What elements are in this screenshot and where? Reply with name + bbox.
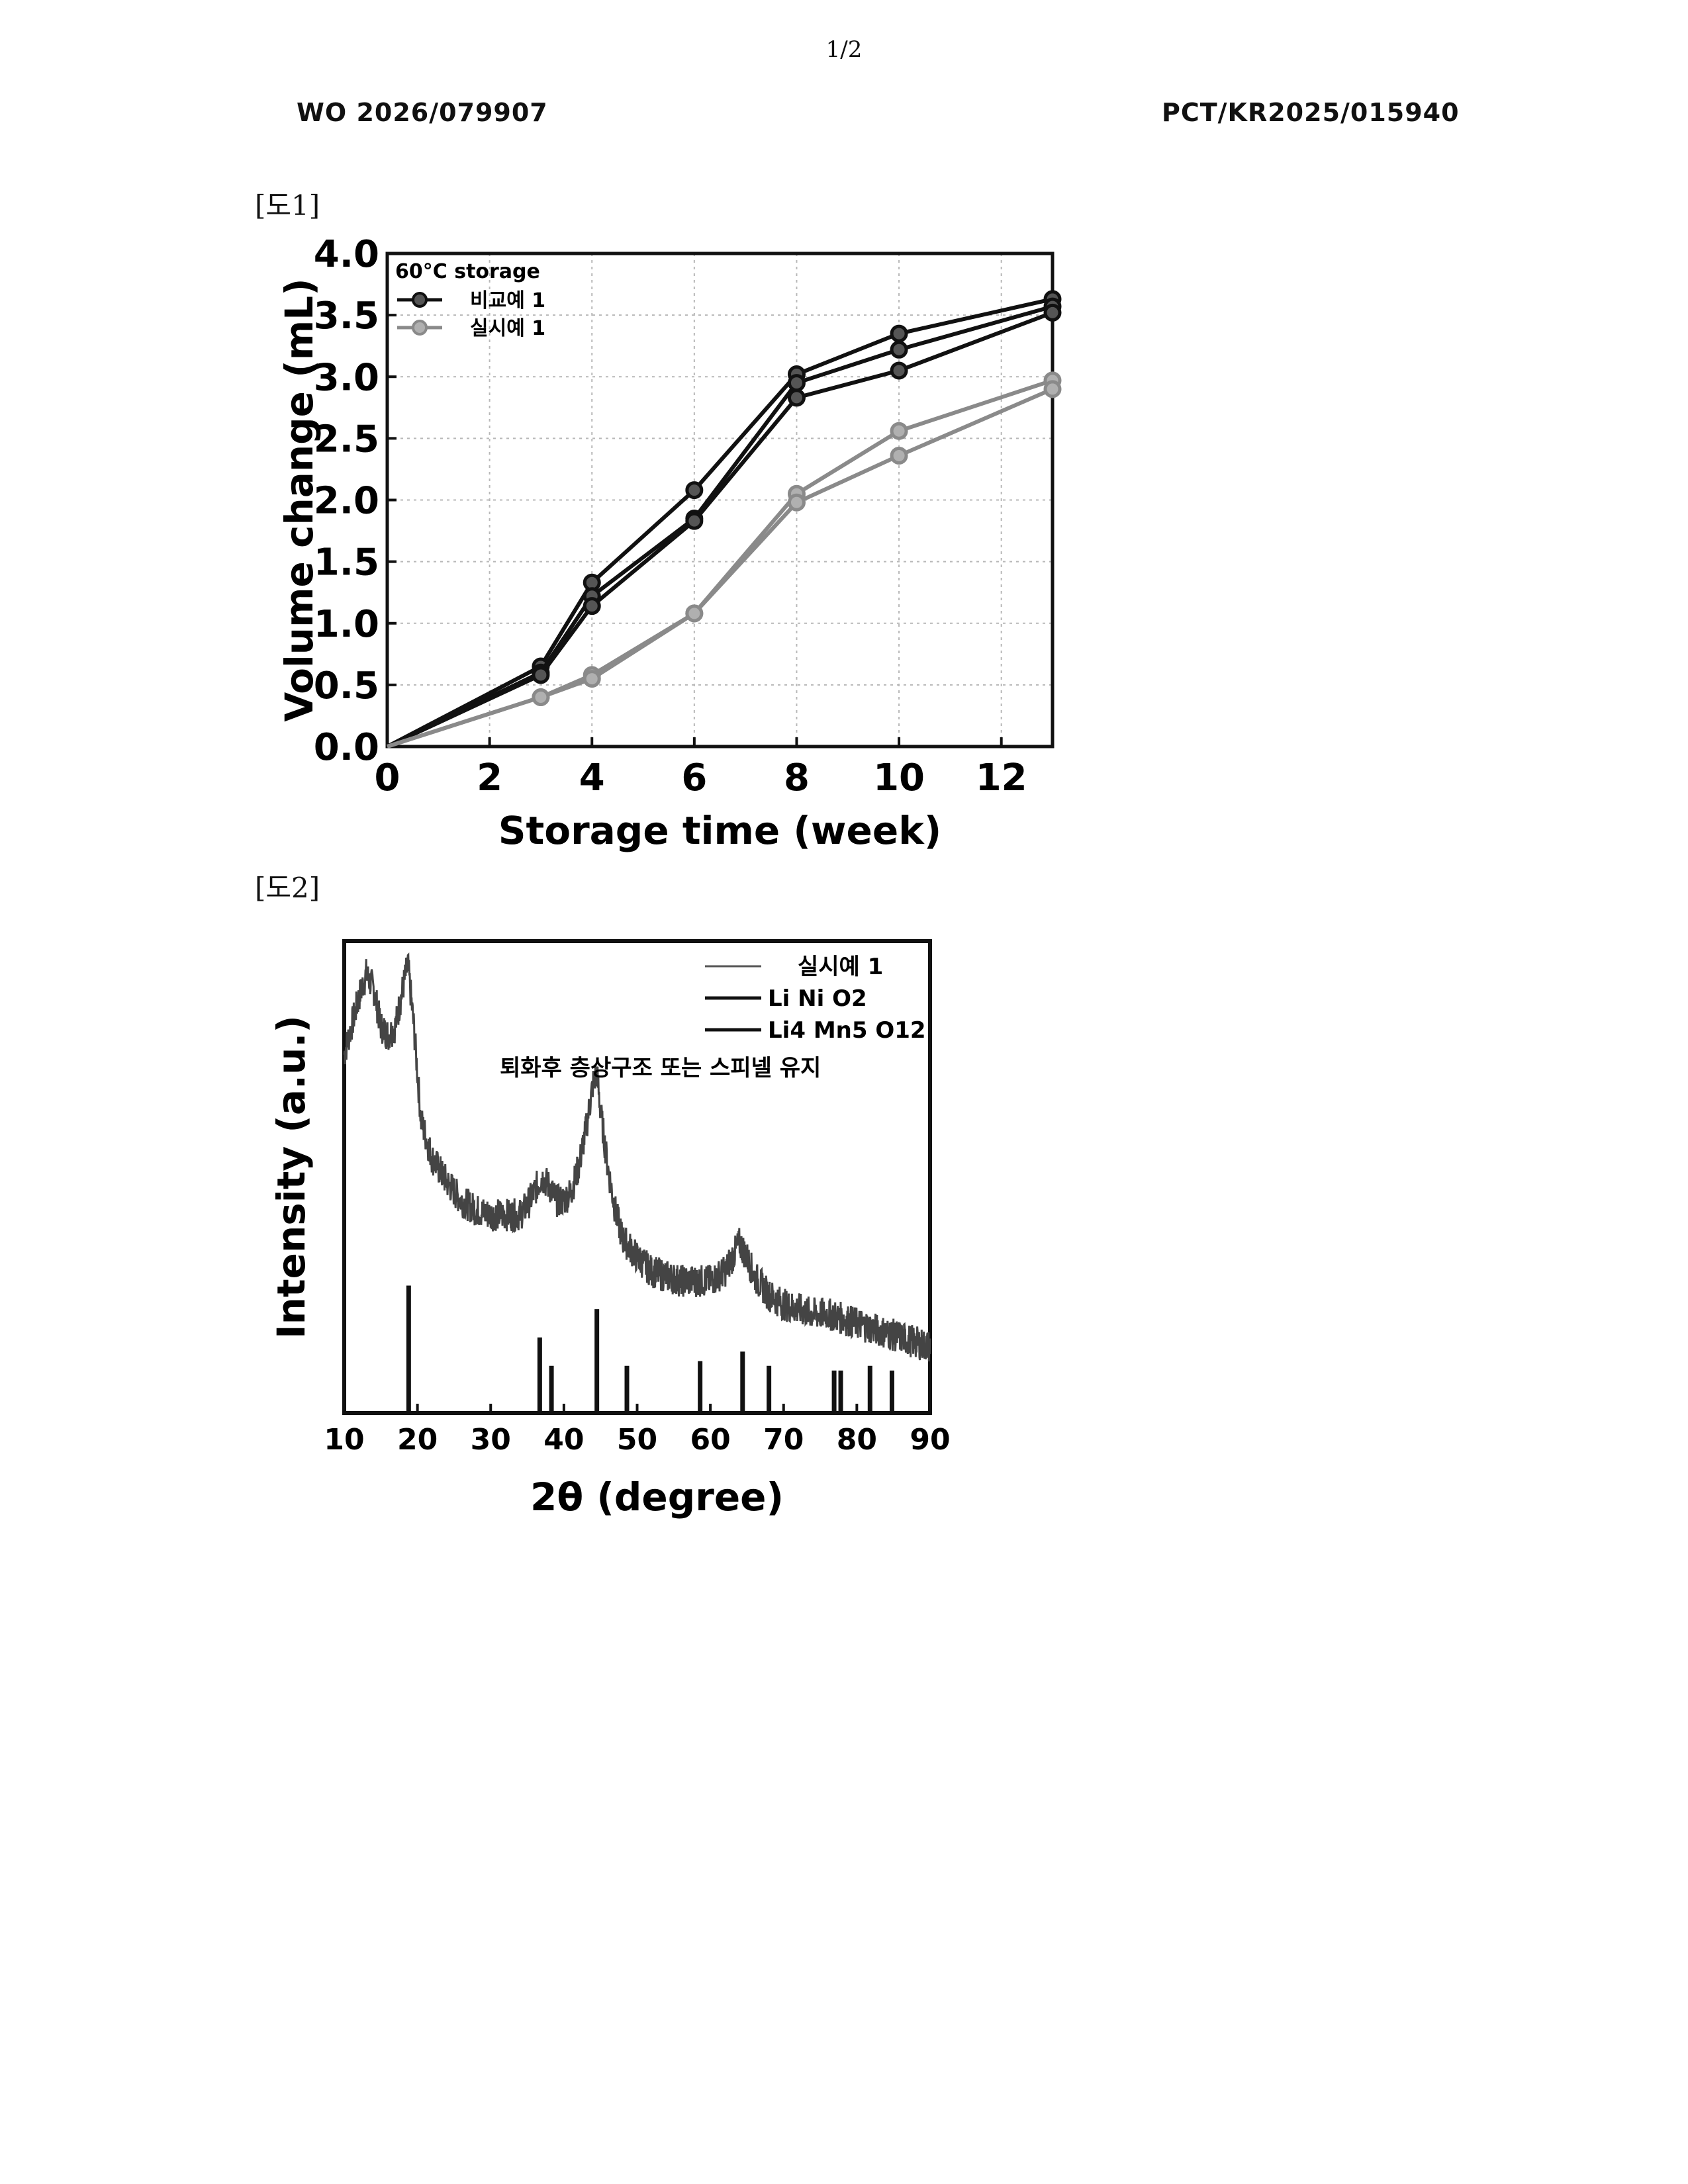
data-point [532, 688, 550, 706]
data-point [890, 422, 908, 440]
legend-entry: 실시예 1 [798, 954, 883, 980]
data-point [890, 361, 908, 380]
y-tick-label: 1.0 [314, 603, 379, 646]
x-tick-label: 8 [784, 756, 810, 799]
figure-1-label: [도1] [255, 189, 320, 222]
data-point [1043, 380, 1062, 398]
data-point [787, 493, 806, 512]
data-point [583, 670, 601, 688]
figure-2-label: [도2] [255, 872, 320, 904]
data-point [685, 604, 704, 623]
page-number: 1/2 [825, 36, 863, 63]
annotation-text: 퇴화후 층상구조 또는 스피넬 유지 [500, 1055, 821, 1081]
legend-entry: Li4 Mn5 O12 [768, 1017, 926, 1044]
y-axis-label: Intensity (a.u.) [269, 1015, 314, 1339]
data-point [685, 512, 704, 530]
y-tick-label: 0.5 [314, 664, 379, 707]
x-tick-label: 2 [477, 756, 502, 799]
data-point [532, 666, 550, 684]
y-axis-label: Volume change (mL) [277, 278, 322, 721]
y-tick-label: 4.0 [314, 233, 379, 276]
data-point [890, 446, 908, 465]
x-tick-label: 0 [375, 756, 400, 799]
xrd-pattern-line [343, 952, 931, 1362]
x-tick-label: 10 [873, 756, 925, 799]
x-tick-label: 12 [976, 756, 1027, 799]
legend-entry: 실시예 1 [470, 317, 545, 340]
x-tick-label: 70 [763, 1423, 804, 1457]
legend-title: 60°C storage [395, 260, 540, 283]
x-tick-label: 30 [471, 1423, 511, 1457]
x-tick-label: 60 [690, 1423, 731, 1457]
y-tick-label: 0.0 [314, 726, 379, 769]
x-tick-label: 4 [579, 756, 605, 799]
x-tick-label: 20 [397, 1423, 438, 1457]
data-point [787, 388, 806, 407]
publication-number: WO 2026/079907 [297, 98, 548, 127]
application-number: PCT/KR2025/015940 [1162, 98, 1460, 127]
x-tick-label: 6 [681, 756, 707, 799]
data-point [583, 597, 601, 615]
x-tick-label: 40 [543, 1423, 584, 1457]
data-point [685, 481, 704, 500]
x-axis-label: Storage time (week) [498, 808, 942, 853]
x-tick-label: 80 [837, 1423, 877, 1457]
volume-change-chart: 0 2 4 6 8 10 12 0.0 0.5 1.0 1.5 2.0 2.5 3.0 3.5 4.0 Stor… [277, 233, 1062, 853]
y-tick-label: 1.5 [314, 541, 379, 584]
data-point [890, 340, 908, 359]
x-tick-label: 10 [324, 1423, 364, 1457]
data-point [1043, 303, 1062, 322]
x-tick-label: 90 [910, 1423, 950, 1457]
legend-marker [412, 292, 428, 308]
y-tick-label: 3.0 [314, 356, 379, 399]
xrd-chart: 10 20 30 40 50 60 70 80 90 2θ (degree) Intensity (… [269, 939, 951, 1520]
x-axis-label: 2θ (degree) [530, 1475, 784, 1520]
y-tick-label: 2.5 [314, 418, 379, 461]
legend-entry: 비교예 1 [470, 289, 545, 312]
legend-marker [412, 320, 428, 336]
y-tick-label: 2.0 [314, 480, 379, 523]
y-tick-label: 3.5 [314, 295, 379, 338]
x-tick-label: 50 [617, 1423, 657, 1457]
legend-entry: Li Ni O2 [768, 985, 867, 1012]
